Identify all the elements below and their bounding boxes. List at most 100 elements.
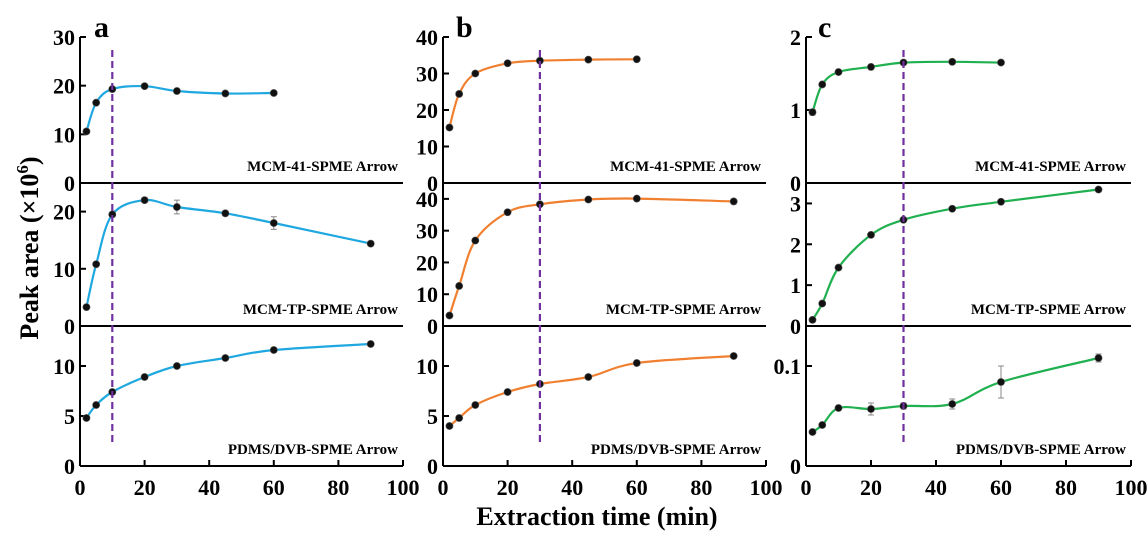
data-point bbox=[997, 58, 1005, 67]
data-point bbox=[818, 299, 827, 308]
data-point bbox=[948, 57, 957, 66]
y-tick-label: 2 bbox=[790, 25, 801, 50]
data-point bbox=[818, 80, 827, 89]
data-point bbox=[455, 414, 464, 422]
series-line bbox=[448, 354, 734, 427]
data-point bbox=[867, 405, 875, 413]
y-tick-label: 10 bbox=[53, 122, 75, 147]
data-point bbox=[82, 303, 91, 312]
x-tick-label: 40 bbox=[561, 475, 583, 500]
data-point bbox=[1094, 354, 1103, 362]
y-tick-label: 20 bbox=[416, 98, 438, 123]
data-point bbox=[221, 354, 230, 362]
subplot-c-1: 0 1 2 MCM-41-SPME Arrow bbox=[790, 25, 1131, 196]
subplot-b-2: 0 10 20 30 40 MCM-TP-SPME Arrow bbox=[416, 183, 766, 339]
data-point bbox=[92, 401, 101, 409]
data-point bbox=[140, 373, 149, 381]
data-point bbox=[834, 263, 843, 272]
x-tick-label: 100 bbox=[750, 475, 783, 500]
y-tick-label: 1 bbox=[790, 98, 801, 123]
y-tick-label: 0 bbox=[427, 314, 438, 339]
y-tick-label: 10 bbox=[53, 354, 75, 379]
data-point bbox=[471, 236, 480, 245]
data-point bbox=[808, 428, 817, 436]
y-tick-label: 0 bbox=[64, 314, 75, 339]
x-tick-label: 100 bbox=[1115, 475, 1148, 500]
data-point bbox=[140, 196, 149, 205]
data-point bbox=[92, 260, 101, 269]
y-tick-label: 3 bbox=[790, 191, 801, 216]
y-tick-label: 0 bbox=[64, 171, 75, 196]
data-point bbox=[503, 388, 512, 396]
x-tick-label: 0 bbox=[438, 475, 449, 500]
y-tick-label: 40 bbox=[416, 25, 438, 50]
panel-a: a 0 10 20 30 MCM-41-SPME Arrow 0 10 20 MCM-TP-SPM… bbox=[53, 11, 420, 500]
y-tick-label: 0 bbox=[790, 314, 801, 339]
x-tick-label: 40 bbox=[198, 475, 220, 500]
panel-c: c 0 1 2 MCM-41-SPME Arrow 0 1 2 3 MCM-TP-SPME Arr… bbox=[774, 11, 1148, 500]
data-point bbox=[632, 55, 641, 64]
data-point bbox=[867, 63, 875, 71]
x-tick-label: 100 bbox=[387, 475, 420, 500]
series-line bbox=[85, 342, 371, 419]
data-point bbox=[503, 208, 512, 217]
subplot-a-2: 0 10 20 MCM-TP-SPME Arrow bbox=[53, 183, 403, 339]
panel-letter: b bbox=[456, 11, 473, 44]
y-tick-label: 0 bbox=[427, 454, 438, 479]
data-point bbox=[172, 87, 181, 95]
data-point bbox=[834, 68, 843, 76]
subplot-label: MCM-TP-SPME Arrow bbox=[971, 302, 1126, 318]
data-point bbox=[269, 89, 278, 97]
data-point bbox=[584, 55, 593, 64]
data-point bbox=[269, 346, 278, 354]
subplot-label: MCM-TP-SPME Arrow bbox=[243, 302, 398, 318]
y-tick-label: 2 bbox=[790, 232, 801, 257]
subplot-label: PDMS/DVB-SPME Arrow bbox=[956, 442, 1126, 458]
y-tick-label: 10 bbox=[53, 257, 75, 282]
data-point bbox=[584, 373, 593, 381]
y-tick-label: 20 bbox=[53, 74, 75, 99]
series-line bbox=[448, 197, 734, 316]
data-point bbox=[269, 219, 278, 227]
y-axis-title-exponent: 6 bbox=[13, 165, 32, 174]
subplot-b-1: 0 10 20 30 40 MCM-41-SPME Arrow bbox=[416, 25, 766, 196]
subplot-b-3: 0 5 10 PDMS/DVB-SPME Arrow bbox=[416, 326, 766, 479]
y-tick-label: 40 bbox=[416, 187, 438, 212]
panel-letter: a bbox=[94, 11, 109, 44]
y-tick-label: 20 bbox=[53, 200, 75, 225]
data-point bbox=[82, 414, 91, 422]
data-point bbox=[140, 82, 149, 91]
x-tick-label: 80 bbox=[690, 475, 712, 500]
data-point bbox=[503, 59, 512, 68]
data-point bbox=[632, 359, 641, 367]
subplot-label: PDMS/DVB-SPME Arrow bbox=[591, 442, 761, 458]
data-point bbox=[808, 108, 817, 117]
x-tick-label: 20 bbox=[497, 475, 519, 500]
data-point bbox=[729, 197, 738, 206]
data-point bbox=[948, 400, 957, 408]
y-tick-label: 5 bbox=[427, 404, 438, 429]
data-point bbox=[221, 209, 230, 218]
y-axis-title-close: ) bbox=[15, 156, 44, 165]
data-point bbox=[445, 422, 454, 430]
data-point bbox=[172, 203, 181, 211]
figure-labels: Peak area (×106) Extraction time (min) bbox=[13, 156, 718, 531]
y-tick-label: 0 bbox=[790, 171, 801, 196]
data-point bbox=[455, 282, 464, 290]
y-tick-label: 5 bbox=[64, 404, 75, 429]
data-point bbox=[221, 89, 230, 98]
series-line bbox=[85, 198, 371, 308]
y-tick-label: 0 bbox=[64, 454, 75, 479]
y-tick-label: 30 bbox=[416, 62, 438, 87]
data-point bbox=[948, 204, 957, 213]
data-point bbox=[445, 311, 454, 320]
data-point bbox=[366, 340, 375, 348]
data-point bbox=[834, 404, 843, 412]
data-point bbox=[1094, 185, 1103, 194]
subplot-label: MCM-41-SPME Arrow bbox=[247, 159, 398, 175]
data-point bbox=[997, 197, 1005, 206]
y-tick-label: 0 bbox=[790, 454, 801, 479]
data-point bbox=[172, 362, 181, 370]
